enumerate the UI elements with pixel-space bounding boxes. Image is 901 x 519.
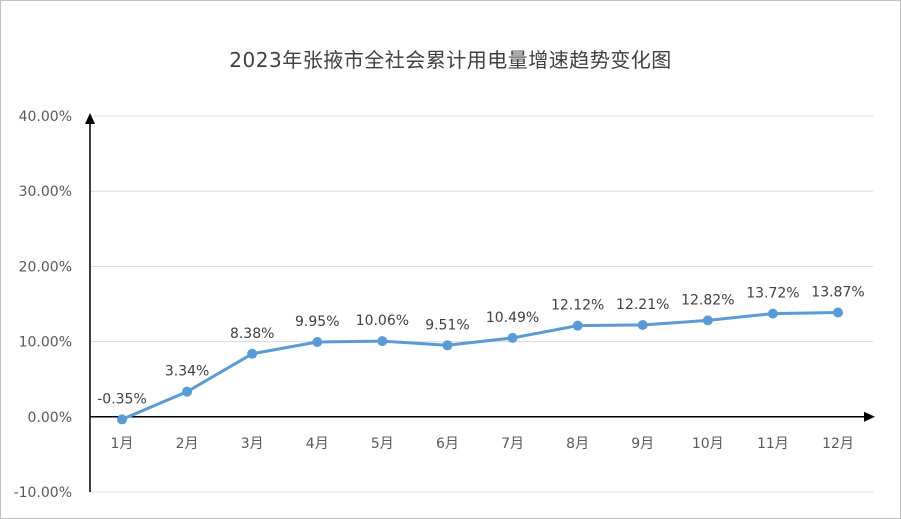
- y-tick-label: 20.00%: [19, 259, 72, 275]
- x-axis-tick-labels: 1月 2月 3月 4月 5月 6月 7月 8月 9月 10月 11月 12月: [111, 436, 854, 452]
- x-tick-label: 1月: [111, 436, 134, 452]
- data-label: 12.12%: [551, 298, 604, 314]
- x-tick-label: 3月: [241, 436, 264, 452]
- data-label: 9.95%: [295, 314, 339, 330]
- x-tick-label: 11月: [757, 436, 789, 452]
- data-label: 10.49%: [486, 310, 539, 326]
- data-point: [182, 386, 193, 397]
- series-line-path: [120, 310, 840, 421]
- y-axis-tick-labels: -10.00% 0.00% 10.00% 20.00% 30.00% 40.00%: [14, 109, 72, 501]
- data-point: [377, 336, 388, 347]
- x-axis-arrow: [864, 411, 875, 422]
- data-point: [767, 308, 778, 319]
- data-label: 10.06%: [356, 313, 409, 329]
- data-label: -0.35%: [97, 391, 147, 407]
- data-point: [507, 332, 518, 343]
- data-labels: -0.35% 3.34% 8.38% 9.95% 10.06% 9.51% 10.49% 12…: [97, 284, 864, 407]
- y-tick-label: -10.00%: [14, 485, 72, 501]
- data-label: 12.21%: [616, 297, 669, 313]
- data-label: 9.51%: [425, 317, 469, 333]
- data-point: [637, 319, 648, 330]
- data-label: 12.82%: [681, 292, 734, 308]
- data-label: 8.38%: [230, 326, 274, 342]
- data-label: 13.72%: [746, 286, 799, 302]
- gridlines: [90, 115, 873, 493]
- x-tick-label: 8月: [566, 436, 589, 452]
- data-label: 3.34%: [165, 364, 209, 380]
- data-point: [312, 336, 323, 347]
- x-tick-label: 2月: [176, 436, 199, 452]
- series-line: [120, 310, 840, 421]
- data-point: [702, 315, 713, 326]
- x-tick-label: 12月: [822, 436, 854, 452]
- data-point: [117, 414, 127, 425]
- x-tick-label: 7月: [501, 436, 524, 452]
- data-point: [572, 320, 583, 331]
- data-point: [442, 340, 453, 351]
- y-tick-label: 40.00%: [19, 109, 72, 125]
- data-label: 13.87%: [811, 284, 864, 300]
- series-points: [117, 307, 843, 425]
- x-tick-label: 10月: [692, 436, 724, 452]
- x-tick-label: 6月: [436, 436, 459, 452]
- y-tick-label: 0.00%: [28, 410, 72, 426]
- data-point: [833, 307, 843, 318]
- y-tick-label: 30.00%: [19, 184, 72, 200]
- axes: [85, 113, 875, 492]
- y-tick-label: 10.00%: [19, 335, 72, 351]
- x-tick-label: 9月: [631, 436, 654, 452]
- x-tick-label: 4月: [306, 436, 329, 452]
- chart-title: 2023年张掖市全社会累计用电量增速趋势变化图: [229, 48, 672, 72]
- y-axis-arrow: [85, 113, 95, 124]
- x-tick-label: 5月: [371, 436, 394, 452]
- data-point: [247, 348, 258, 359]
